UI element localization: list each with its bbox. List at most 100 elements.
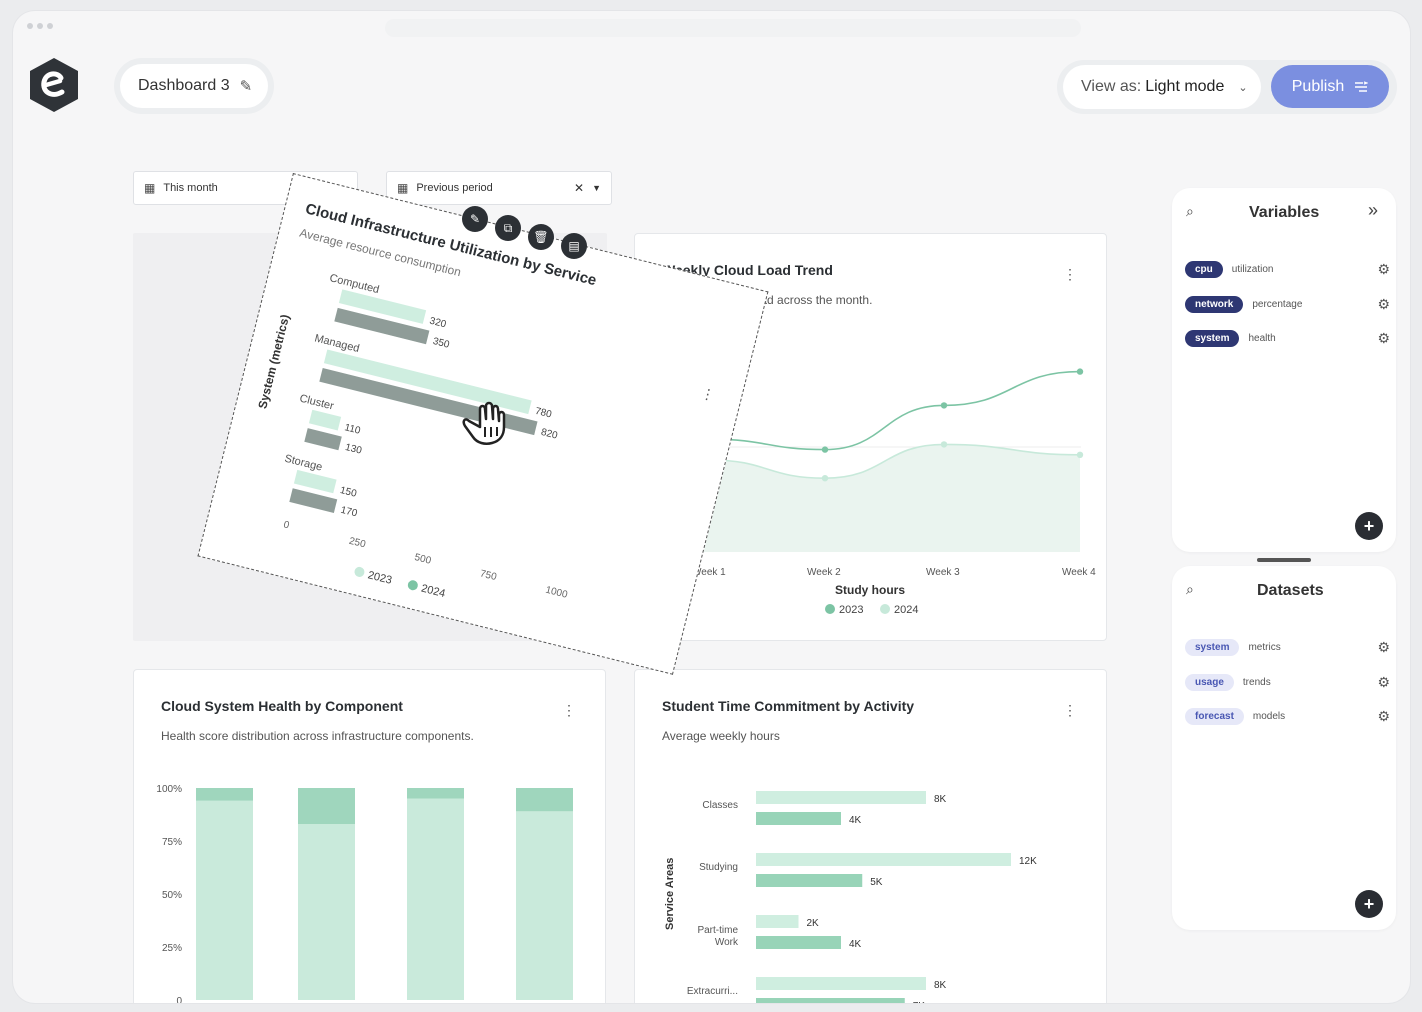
legend-swatch	[407, 580, 418, 591]
bar-value-label: 8K	[934, 980, 947, 991]
bar	[756, 812, 841, 825]
pencil-icon[interactable]: ✎	[239, 78, 253, 95]
category-label: Work	[715, 937, 739, 948]
view-as-dropdown[interactable]: View as: Light mode ⌄	[1063, 65, 1261, 109]
bar-segment	[407, 798, 464, 1000]
bar	[289, 488, 338, 513]
item-tag[interactable]: usage	[1185, 673, 1234, 691]
variables-panel: ⌕ Variables » cpu utilization ⚙ network perc…	[1172, 188, 1396, 552]
category-label: Managed	[313, 332, 360, 355]
bar	[756, 915, 799, 928]
bar-value-label: 780	[534, 406, 553, 421]
bar-value-label: 130	[344, 442, 363, 457]
chevron-down-icon: ⌄	[1238, 81, 1248, 94]
data-point	[821, 446, 829, 453]
x-tick-label: 250	[348, 536, 367, 551]
panel-title: Variables	[1249, 204, 1320, 221]
panel-title: Datasets	[1257, 582, 1324, 599]
gear-icon[interactable]: ⚙	[1377, 673, 1390, 690]
bar-value-label: 110	[343, 422, 362, 437]
dragged-utilization-card[interactable]: Cloud Infrastructure Utilization by Serv…	[197, 173, 769, 675]
bar-value-label: 12K	[1019, 856, 1037, 867]
card-subtitle: Health score distribution across infrast…	[161, 729, 474, 743]
more-menu-icon[interactable]: ⋮	[1063, 702, 1077, 718]
item-description: trends	[1242, 676, 1271, 688]
y-tick-label: 75%	[162, 837, 182, 848]
more-menu-icon[interactable]: ⋮	[562, 702, 576, 718]
bar-value-label: 820	[540, 427, 559, 442]
data-point	[1076, 451, 1084, 458]
search-icon[interactable]: ⌕	[1186, 581, 1194, 597]
category-label: Extracurri...	[687, 986, 738, 997]
bar	[308, 409, 342, 431]
datasets-panel: ⌕ Datasets system metrics ⚙ usage trends ⚙ for…	[1172, 566, 1396, 930]
x-tick-label: 500	[413, 552, 432, 567]
gear-icon[interactable]: ⚙	[1377, 330, 1390, 346]
caret-down-icon[interactable]: ▼	[592, 183, 601, 193]
gear-icon[interactable]: ⚙	[1377, 708, 1390, 724]
pencil-icon[interactable]: ✎	[462, 206, 488, 232]
address-bar[interactable]	[385, 19, 1081, 37]
legend-label: 2023	[839, 604, 863, 616]
panel-resize-handle[interactable]	[1257, 558, 1311, 562]
item-tag[interactable]: system	[1185, 639, 1240, 656]
dashboard-name: Dashboard 3	[138, 77, 230, 94]
bar-segment	[407, 788, 464, 799]
bar-value-label: 170	[339, 505, 358, 520]
list-item[interactable]: network percentage ⚙	[1185, 295, 1390, 313]
legend-label: 2024	[420, 583, 447, 601]
list-item[interactable]: system metrics ⚙	[1185, 639, 1390, 656]
duplicate-icon[interactable]: ⧉	[495, 215, 521, 241]
dashboard-name-field[interactable]: Dashboard 3 ✎	[120, 64, 268, 108]
add-variable-button[interactable]: +	[1355, 512, 1383, 540]
list-item[interactable]: forecast models ⚙	[1185, 708, 1390, 725]
list-item[interactable]: cpu utilization ⚙	[1185, 261, 1390, 278]
bar	[334, 307, 430, 345]
bar	[756, 977, 926, 990]
list-item[interactable]: usage trends ⚙	[1185, 673, 1390, 691]
item-tag[interactable]: network	[1185, 295, 1244, 313]
item-description: health	[1248, 333, 1276, 344]
gear-icon[interactable]: ⚙	[1377, 295, 1390, 312]
category-label: Storage	[283, 453, 323, 474]
x-tick-label: Week 2	[807, 567, 841, 578]
compare-filter[interactable]: ▦ Previous period ✕ ▼	[386, 171, 612, 205]
legend-label: 2024	[894, 604, 918, 616]
data-point	[821, 475, 829, 482]
compare-value: Previous period	[416, 182, 493, 194]
bar-value-label: 4K	[849, 815, 862, 826]
calendar-compare-icon: ▦	[397, 181, 409, 195]
app-window: Dashboard 3 ✎ View as: Light mode ⌄ Publ…	[13, 11, 1410, 1003]
bar-segment	[516, 811, 573, 1000]
trash-icon[interactable]: 🗑	[528, 224, 554, 250]
legend-swatch	[825, 604, 835, 614]
publish-button[interactable]: Publish	[1271, 65, 1389, 108]
clear-icon[interactable]: ✕	[574, 181, 585, 195]
search-icon[interactable]: ⌕	[1186, 203, 1194, 219]
student-card[interactable]: Student Time Commitment by Activity Aver…	[634, 669, 1107, 1003]
gear-icon[interactable]: ⚙	[1377, 261, 1390, 277]
series-line	[695, 370, 1081, 451]
bar-value-label: 150	[339, 485, 358, 500]
item-tag[interactable]: forecast	[1185, 708, 1244, 725]
bar	[756, 791, 926, 804]
item-tag[interactable]: system	[1185, 330, 1240, 347]
more-menu-icon[interactable]: ⋮	[1063, 266, 1077, 282]
bar-value-label: 4K	[849, 939, 862, 950]
card-subtitle: load across the month.	[751, 293, 873, 307]
app-logo[interactable]	[28, 56, 80, 114]
health-card[interactable]: Cloud System Health by Component Health …	[133, 669, 606, 1003]
gear-icon[interactable]: ⚙	[1377, 639, 1390, 655]
publish-icon	[1355, 80, 1369, 92]
bar-value-label: 2K	[807, 918, 820, 929]
y-tick-label: 50%	[162, 890, 182, 901]
add-dataset-button[interactable]: +	[1355, 890, 1383, 918]
x-tick-label: Week 1	[692, 567, 726, 578]
weekly-load-chart: Week 1 Week 2 Week 3 Week 4 Study hours 2023 2…	[692, 368, 1096, 616]
list-item[interactable]: system health ⚙	[1185, 330, 1390, 347]
bar	[304, 428, 342, 451]
more-icon[interactable]: ▤	[561, 233, 587, 259]
y-axis-label: System (metrics)	[255, 313, 292, 410]
collapse-icon[interactable]: »	[1368, 200, 1379, 220]
item-tag[interactable]: cpu	[1185, 261, 1223, 278]
